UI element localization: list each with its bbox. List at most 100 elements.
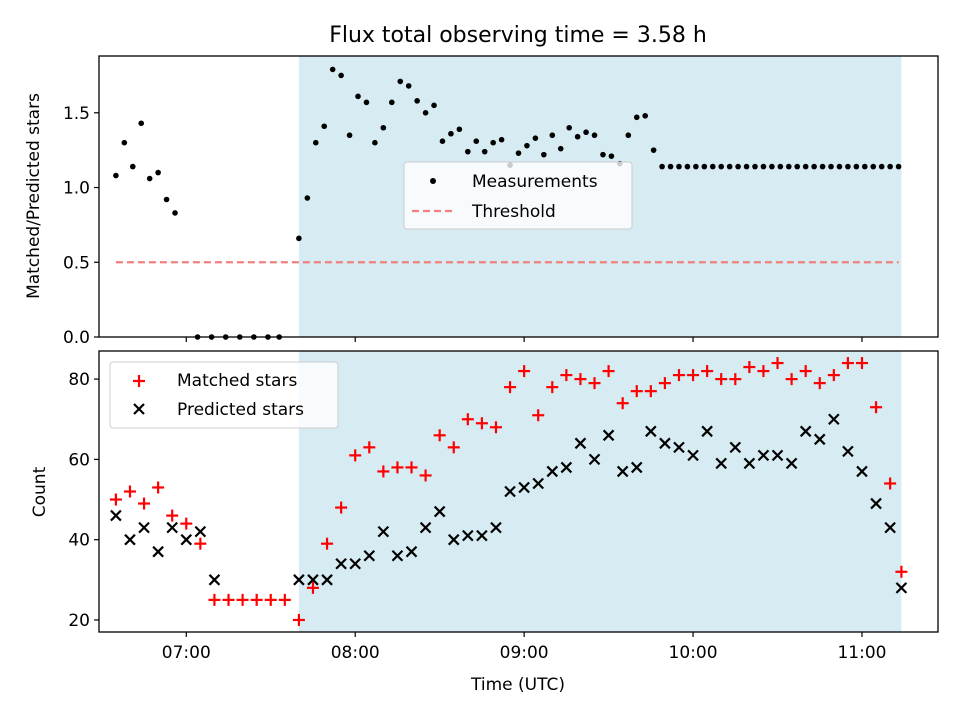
measurement-point — [794, 163, 801, 170]
matched-star-point — [644, 385, 657, 398]
predicted-star-point — [391, 549, 404, 562]
matched-star-point — [771, 357, 784, 370]
measurement-point — [465, 148, 471, 155]
matched-star-point — [532, 409, 545, 422]
measurement-point — [566, 124, 572, 131]
matched-star-point — [405, 461, 418, 474]
matched-star-point — [236, 593, 249, 606]
legend-matched-label: Matched stars — [177, 371, 297, 391]
measurement-point — [363, 99, 370, 106]
matched-star-point — [757, 365, 770, 378]
measurement-point — [355, 93, 361, 100]
predicted-star-point — [560, 461, 573, 474]
predicted-star-point — [785, 457, 798, 470]
predicted-star-point — [152, 545, 164, 558]
measurement-point — [329, 66, 336, 73]
matched-star-point — [701, 365, 714, 378]
measurement-point — [591, 132, 598, 139]
measurement-point — [138, 120, 145, 127]
matched-star-point — [166, 509, 179, 522]
bottom-y-axis-label: Count — [30, 466, 50, 517]
matched-star-point — [419, 469, 432, 482]
predicted-star-point — [574, 437, 587, 450]
measurement-point — [811, 163, 817, 170]
predicted-star-point — [884, 521, 896, 534]
measurement-point — [701, 163, 708, 170]
matched-star-point — [895, 565, 908, 578]
predicted-star-point — [335, 557, 347, 570]
top-y-axis-label: Matched/Predicted stars — [24, 93, 44, 299]
measurement-point — [743, 163, 750, 170]
measurement-point — [853, 163, 860, 170]
predicted-star-point — [490, 521, 502, 534]
matched-star-point — [546, 381, 559, 394]
predicted-star-point — [166, 521, 178, 534]
measurement-point — [380, 124, 387, 131]
measurement-point — [296, 235, 302, 242]
predicted-star-point — [377, 525, 390, 538]
predicted-star-point — [828, 413, 840, 426]
predicted-star-point — [602, 429, 615, 442]
matched-star-point — [588, 377, 601, 390]
predicted-star-point — [729, 441, 742, 454]
predicted-star-point — [842, 445, 854, 458]
measurement-point — [172, 210, 178, 216]
matched-star-point — [377, 465, 390, 478]
predicted-star-point — [546, 465, 559, 478]
matched-star-point — [123, 485, 136, 498]
matched-star-point — [292, 613, 305, 626]
legend-matched-marker — [133, 375, 145, 387]
matched-star-point — [250, 593, 263, 606]
predicted-star-point — [419, 521, 432, 534]
measurement-point — [304, 195, 311, 201]
predicted-star-point — [476, 529, 488, 542]
predicted-star-point — [321, 574, 333, 586]
bottom-legend: Matched stars Predicted stars — [109, 361, 339, 429]
predicted-star-point — [293, 574, 305, 586]
measurement-point — [684, 163, 691, 170]
matched-star-point — [630, 385, 643, 398]
measurement-point — [121, 139, 128, 146]
legend-predicted-marker — [133, 403, 145, 415]
measurement-point — [163, 196, 170, 203]
measurement-point — [726, 163, 733, 170]
legend-threshold-label: Threshold — [471, 202, 556, 222]
measurement-point — [785, 163, 792, 170]
matched-star-point — [433, 429, 446, 442]
matched-star-point — [391, 461, 404, 474]
measurement-point — [709, 163, 716, 170]
bot-xtick-label: 08:00 — [331, 643, 380, 663]
predicted-star-point — [799, 425, 812, 438]
top-ytick-label: 0.5 — [63, 253, 90, 273]
measurement-point — [372, 139, 378, 146]
measurement-point — [532, 135, 539, 142]
predicted-star-point — [856, 465, 868, 478]
matched-star-point — [870, 401, 883, 414]
measurement-point — [405, 83, 412, 89]
matched-star-point — [363, 441, 376, 454]
measurement-point — [650, 147, 657, 153]
matched-star-point — [729, 373, 742, 386]
matched-star-point — [461, 413, 474, 426]
matched-star-point — [335, 501, 348, 514]
matched-star-point — [602, 365, 615, 378]
measurement-point — [870, 163, 877, 170]
matched-star-point — [884, 477, 897, 490]
matched-star-point — [194, 537, 207, 550]
measurement-point — [845, 163, 851, 170]
predicted-star-point — [588, 453, 601, 466]
predicted-star-point — [124, 533, 136, 546]
measurement-point — [129, 163, 136, 170]
predicted-star-point — [645, 425, 657, 438]
measurement-point — [625, 132, 632, 139]
bottom-panel: 20 40 60 80 07:00 08:00 09:00 10:00 11:00 Count… — [30, 350, 939, 695]
matched-star-point — [180, 517, 193, 530]
matched-star-point — [109, 493, 122, 506]
measurement-point — [473, 138, 480, 144]
bot-ytick-label: 60 — [68, 450, 90, 470]
matched-star-point — [489, 421, 502, 434]
measurement-point — [155, 169, 161, 176]
predicted-star-point — [701, 425, 713, 438]
measurement-point — [146, 175, 153, 182]
